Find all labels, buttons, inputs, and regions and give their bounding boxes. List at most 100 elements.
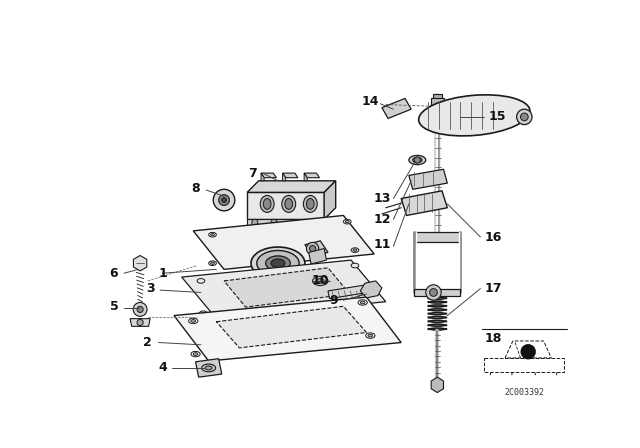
Text: 15: 15 bbox=[489, 110, 506, 123]
Polygon shape bbox=[414, 289, 460, 296]
Circle shape bbox=[307, 242, 319, 255]
Ellipse shape bbox=[419, 95, 530, 136]
Polygon shape bbox=[324, 181, 336, 220]
Polygon shape bbox=[247, 220, 324, 225]
Ellipse shape bbox=[260, 195, 274, 212]
Ellipse shape bbox=[360, 301, 365, 304]
Polygon shape bbox=[182, 260, 386, 319]
Circle shape bbox=[137, 319, 143, 326]
Ellipse shape bbox=[303, 195, 317, 212]
Ellipse shape bbox=[193, 353, 198, 355]
Ellipse shape bbox=[358, 300, 367, 305]
Ellipse shape bbox=[191, 319, 196, 322]
Polygon shape bbox=[308, 249, 326, 264]
Text: 6: 6 bbox=[109, 267, 118, 280]
Polygon shape bbox=[283, 173, 298, 178]
Circle shape bbox=[516, 109, 532, 125]
Ellipse shape bbox=[200, 311, 207, 315]
Ellipse shape bbox=[368, 334, 372, 337]
Ellipse shape bbox=[316, 279, 324, 283]
Polygon shape bbox=[196, 359, 221, 377]
Polygon shape bbox=[401, 191, 447, 215]
Text: 5: 5 bbox=[109, 300, 118, 313]
Text: 1: 1 bbox=[158, 267, 167, 280]
Ellipse shape bbox=[209, 261, 216, 266]
Text: 11: 11 bbox=[373, 238, 390, 251]
Text: 3: 3 bbox=[147, 282, 156, 295]
Polygon shape bbox=[360, 281, 382, 298]
Ellipse shape bbox=[263, 198, 271, 209]
Polygon shape bbox=[382, 99, 411, 118]
Text: 7: 7 bbox=[248, 167, 257, 180]
Circle shape bbox=[271, 220, 277, 225]
Text: 2C003392: 2C003392 bbox=[504, 388, 545, 397]
Polygon shape bbox=[305, 241, 328, 256]
Polygon shape bbox=[484, 358, 564, 372]
Polygon shape bbox=[283, 173, 285, 181]
Polygon shape bbox=[414, 233, 460, 241]
Ellipse shape bbox=[351, 263, 359, 268]
Ellipse shape bbox=[346, 220, 349, 223]
Polygon shape bbox=[130, 319, 150, 326]
Text: 8: 8 bbox=[191, 182, 200, 195]
Polygon shape bbox=[134, 255, 147, 271]
Polygon shape bbox=[328, 285, 368, 299]
Ellipse shape bbox=[189, 318, 198, 323]
Ellipse shape bbox=[251, 247, 305, 280]
Ellipse shape bbox=[344, 220, 351, 224]
Polygon shape bbox=[261, 173, 276, 178]
Text: 17: 17 bbox=[485, 282, 502, 295]
Text: 18: 18 bbox=[485, 332, 502, 345]
Ellipse shape bbox=[351, 248, 359, 252]
Circle shape bbox=[219, 195, 230, 206]
Circle shape bbox=[426, 285, 441, 300]
Polygon shape bbox=[431, 99, 444, 106]
Ellipse shape bbox=[359, 295, 367, 299]
Ellipse shape bbox=[266, 256, 291, 271]
Polygon shape bbox=[247, 181, 336, 192]
Circle shape bbox=[133, 302, 147, 316]
Ellipse shape bbox=[282, 195, 296, 212]
Polygon shape bbox=[409, 169, 447, 189]
Ellipse shape bbox=[211, 233, 214, 236]
Ellipse shape bbox=[257, 250, 299, 276]
Circle shape bbox=[520, 113, 528, 121]
Text: 10: 10 bbox=[312, 275, 329, 288]
Text: 16: 16 bbox=[485, 231, 502, 244]
Ellipse shape bbox=[211, 262, 214, 264]
Polygon shape bbox=[304, 173, 319, 178]
Ellipse shape bbox=[209, 233, 216, 237]
Circle shape bbox=[221, 198, 227, 202]
Ellipse shape bbox=[202, 364, 216, 372]
Circle shape bbox=[429, 289, 437, 296]
Circle shape bbox=[291, 220, 296, 225]
Circle shape bbox=[414, 157, 420, 163]
Polygon shape bbox=[174, 297, 401, 361]
Ellipse shape bbox=[413, 157, 422, 163]
Ellipse shape bbox=[353, 249, 357, 251]
Ellipse shape bbox=[409, 155, 426, 165]
Circle shape bbox=[137, 306, 143, 313]
Polygon shape bbox=[247, 192, 324, 220]
Circle shape bbox=[252, 220, 258, 225]
Text: 2: 2 bbox=[143, 336, 152, 349]
Circle shape bbox=[520, 344, 536, 359]
Text: 9: 9 bbox=[330, 293, 339, 307]
Ellipse shape bbox=[191, 351, 200, 357]
Polygon shape bbox=[261, 173, 264, 181]
Ellipse shape bbox=[271, 259, 285, 267]
Ellipse shape bbox=[197, 279, 205, 283]
Ellipse shape bbox=[307, 198, 314, 209]
Text: 14: 14 bbox=[362, 95, 379, 108]
Ellipse shape bbox=[285, 198, 292, 209]
Polygon shape bbox=[224, 268, 349, 307]
Ellipse shape bbox=[205, 366, 212, 370]
Text: 13: 13 bbox=[373, 192, 390, 205]
Polygon shape bbox=[431, 377, 444, 392]
Polygon shape bbox=[505, 341, 551, 358]
Circle shape bbox=[213, 189, 235, 211]
Polygon shape bbox=[193, 215, 374, 269]
Polygon shape bbox=[433, 94, 442, 102]
Ellipse shape bbox=[365, 333, 375, 338]
Polygon shape bbox=[216, 306, 367, 348]
